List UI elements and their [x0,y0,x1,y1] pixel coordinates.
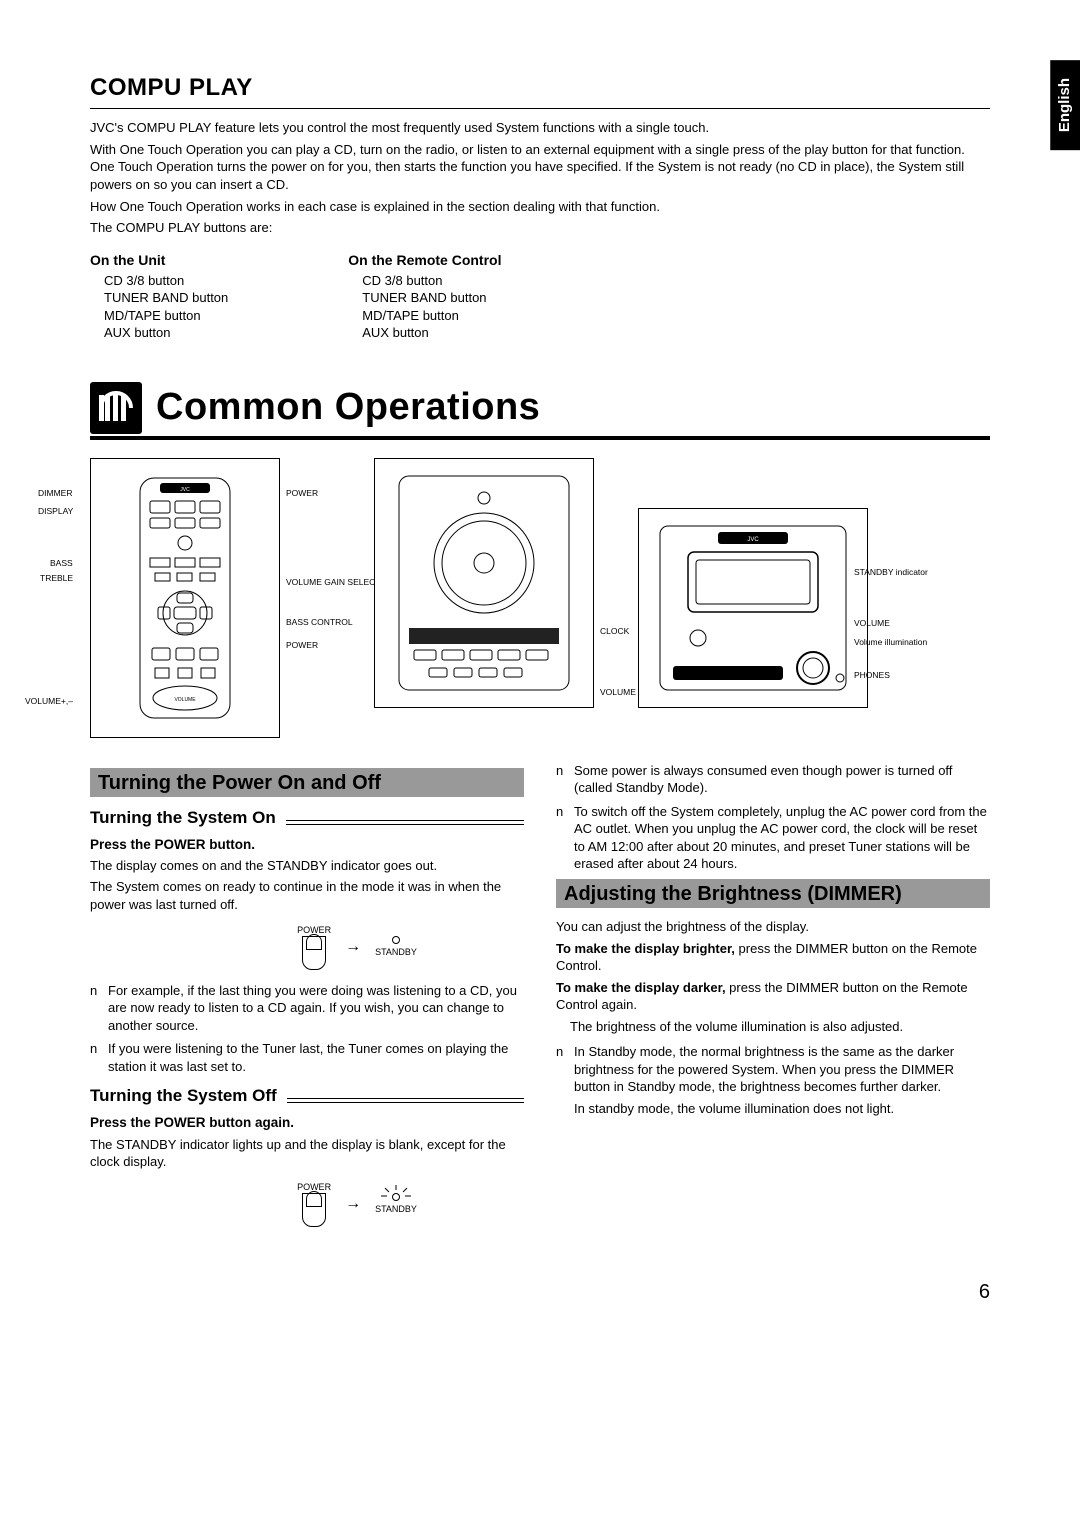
callout-standby-ind: STANDBY indicator [854,568,914,577]
compu-play-para4: The COMPU PLAY buttons are: [90,219,990,237]
callout-display: DISPLAY [38,506,73,517]
remote-button-1: TUNER BAND button [362,289,501,307]
language-tab: English [1050,60,1080,150]
power-off-diagram: POWER → STANDBY [190,1181,524,1227]
turning-off-subheading: Turning the System Off [90,1085,524,1108]
dimmer-heading: Adjusting the Brightness (DIMMER) [556,879,990,908]
page-number: 6 [90,1279,990,1306]
callout-vol-gain-select: VOLUME GAIN SELECT [286,578,356,587]
callout-power2: POWER [286,640,318,651]
second-unit-diagram: JVC [638,508,868,708]
callout-bass: BASS [50,558,73,569]
right-top-bullet-1: To switch off the System completely, unp… [574,803,990,873]
remote-control-diagram: JVC [90,458,280,738]
remote-button-2: MD/TAPE button [362,307,501,325]
dimmer-p3: The brightness of the volume illuminatio… [570,1018,990,1036]
remote-button-0: CD 3/8 button [362,272,501,290]
turning-off-p: The STANDBY indicator lights up and the … [90,1136,524,1171]
main-unit-diagram [374,458,594,708]
turning-on-p2: The System comes on ready to continue in… [90,878,524,913]
unit-button-3: AUX button [104,324,228,342]
callout-volume2: VOLUME [854,618,890,629]
compu-play-para1: JVC's COMPU PLAY feature lets you contro… [90,119,990,137]
right-column: nSome power is always consumed even thou… [556,762,990,1239]
callout-treble: TREBLE [40,573,73,584]
power-on-diagram: POWER → STANDBY [190,924,524,970]
unit-button-0: CD 3/8 button [104,272,228,290]
callout-bass-control: BASS CONTROL [286,618,346,627]
callout-power: POWER [286,488,318,499]
callout-vol-illum: Volume illumination [854,638,924,647]
turning-on-subheading: Turning the System On [90,807,524,830]
common-ops-title: Common Operations [156,382,540,433]
turning-on-p1: The display comes on and the STANDBY ind… [90,857,524,875]
on-bullet-0: For example, if the last thing you were … [108,982,524,1035]
svg-text:VOLUME: VOLUME [174,697,196,703]
callout-dimmer: DIMMER [38,488,72,499]
unit-button-2: MD/TAPE button [104,307,228,325]
remote-buttons-col: On the Remote Control CD 3/8 button TUNE… [348,251,501,342]
dimmer-bullet-1: In standby mode, the volume illumination… [574,1100,990,1118]
svg-text:JVC: JVC [180,487,190,493]
svg-text:JVC: JVC [747,537,759,543]
remote-button-3: AUX button [362,324,501,342]
dimmer-p2b: To make the display darker, press the DI… [556,979,990,1014]
right-top-bullet-0: Some power is always consumed even thoug… [574,762,990,797]
dimmer-p2a: To make the display brighter, press the … [556,940,990,975]
compu-play-title: COMPU PLAY [90,72,990,109]
callout-phones: PHONES [854,670,890,681]
unit-button-1: TUNER BAND button [104,289,228,307]
unit-buttons-title: On the Unit [90,251,228,270]
callout-volume: VOLUME+,– [25,696,73,707]
press-power-step: Press the POWER button. [90,836,524,854]
dimmer-p1: You can adjust the brightness of the dis… [556,918,990,936]
compu-play-para2: With One Touch Operation you can play a … [90,141,990,194]
compu-play-para3: How One Touch Operation works in each ca… [90,198,990,216]
dimmer-bullet-0: In Standby mode, the normal brightness i… [574,1043,990,1096]
on-bullet-1: If you were listening to the Tuner last,… [108,1040,524,1075]
press-power-again-step: Press the POWER button again. [90,1114,524,1132]
unit-buttons-col: On the Unit CD 3/8 button TUNER BAND but… [90,251,228,342]
power-on-off-heading: Turning the Power On and Off [90,768,524,797]
remote-buttons-title: On the Remote Control [348,251,501,270]
common-ops-icon [90,382,142,434]
left-column: Turning the Power On and Off Turning the… [90,762,524,1239]
